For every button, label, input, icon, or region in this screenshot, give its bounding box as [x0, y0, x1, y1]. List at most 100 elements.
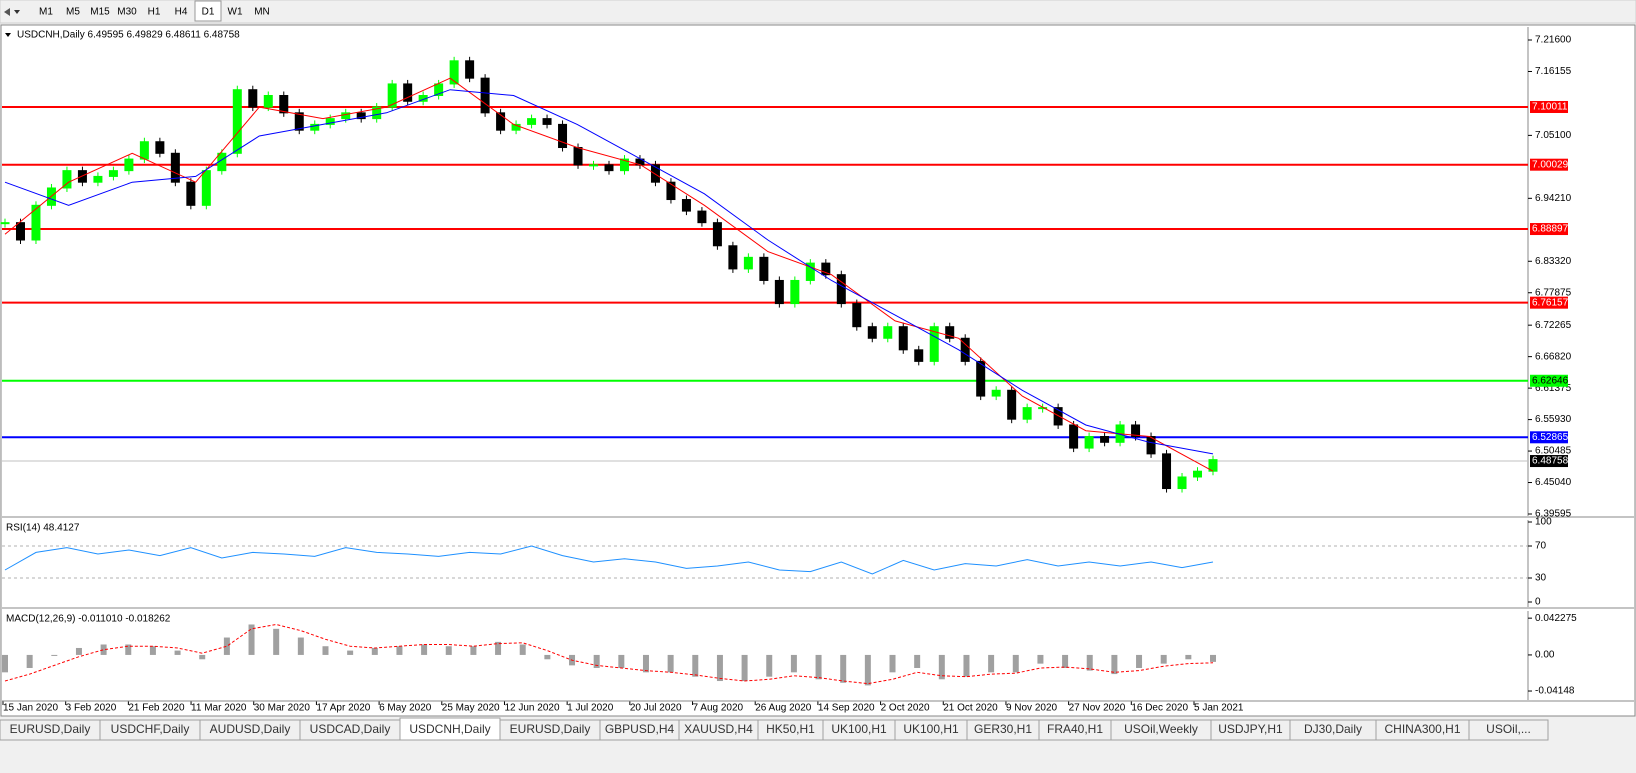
- candle: [170, 152, 180, 183]
- candle: [1208, 459, 1218, 472]
- y-tick-label: -0.04148: [1535, 686, 1575, 697]
- chart-window: [0, 24, 1636, 717]
- candle: [867, 326, 877, 339]
- candle: [542, 118, 552, 125]
- timeframe-button[interactable]: D1: [202, 7, 215, 18]
- macd-bar: [273, 628, 280, 655]
- candle: [589, 164, 599, 167]
- tab-label[interactable]: USDCNH,Daily: [409, 722, 490, 736]
- tab-label[interactable]: USDCHF,Daily: [111, 722, 190, 736]
- x-tick-label: 12 Jun 2020: [504, 703, 559, 714]
- level-label: 6.88897: [1532, 224, 1569, 235]
- candle: [480, 77, 490, 114]
- timeframe-button[interactable]: H1: [148, 7, 161, 18]
- candle: [759, 256, 769, 281]
- x-tick-label: 9 Nov 2020: [1006, 703, 1058, 714]
- level-label: 7.10011: [1532, 102, 1568, 113]
- candle: [1053, 407, 1063, 426]
- macd-bar: [248, 624, 255, 655]
- macd-bar: [396, 646, 403, 655]
- level-label: 6.76157: [1532, 297, 1569, 308]
- tab-label[interactable]: USDCAD,Daily: [310, 722, 391, 736]
- macd-bar: [297, 637, 304, 655]
- timeframe-button[interactable]: M1: [39, 7, 53, 18]
- y-tick-label: 6.77875: [1535, 287, 1572, 298]
- macd-bar: [1136, 654, 1143, 668]
- timeframe-active-bg: [194, 0, 222, 22]
- candle: [1193, 470, 1203, 478]
- tab-label[interactable]: USDJPY,H1: [1218, 722, 1283, 736]
- tool-icon[interactable]: [4, 8, 10, 16]
- macd-bar: [470, 646, 477, 655]
- tab-label[interactable]: XAUUSD,H4: [684, 722, 753, 736]
- candle: [31, 204, 41, 241]
- y-tick-label: 70: [1535, 541, 1547, 552]
- macd-bar: [322, 646, 329, 655]
- tab-label[interactable]: EURUSD,Daily: [510, 722, 591, 736]
- y-tick-label: 0.042275: [1535, 613, 1577, 624]
- y-tick-label: 6.94210: [1535, 193, 1572, 204]
- candle: [836, 274, 846, 305]
- candle: [356, 112, 366, 120]
- macd-bar: [840, 654, 847, 683]
- x-tick-label: 25 May 2020: [442, 703, 500, 714]
- collapse-icon[interactable]: [5, 33, 11, 37]
- tab-label[interactable]: FRA40,H1: [1047, 722, 1103, 736]
- y-tick-label: 7.21600: [1535, 35, 1572, 46]
- tab-label[interactable]: EURUSD,Daily: [10, 722, 91, 736]
- timeframe-button[interactable]: W1: [228, 7, 243, 18]
- tab-label[interactable]: USOil,Weekly: [1124, 722, 1198, 736]
- x-tick-label: 14 Sep 2020: [818, 703, 875, 714]
- tab-label[interactable]: GBPUSD,H4: [605, 722, 675, 736]
- timeframe-button[interactable]: M5: [66, 7, 80, 18]
- candle: [558, 123, 568, 149]
- macd-bar: [445, 646, 452, 655]
- tab-label[interactable]: AUDUSD,Daily: [210, 722, 291, 736]
- candle: [821, 262, 831, 276]
- tab-label[interactable]: UK100,H1: [831, 722, 887, 736]
- candle: [403, 83, 413, 102]
- y-tick-label: 100: [1535, 517, 1552, 528]
- candle: [619, 158, 629, 172]
- candle: [1007, 389, 1017, 420]
- timeframe-button[interactable]: M30: [117, 7, 137, 18]
- timeframe-button[interactable]: H4: [175, 7, 188, 18]
- macd-bar: [223, 637, 230, 655]
- y-tick-label: 6.83320: [1535, 256, 1572, 267]
- macd-bar: [1210, 654, 1216, 662]
- level-label-bg: [1530, 296, 1568, 309]
- tab-label[interactable]: CHINA300,H1: [1384, 722, 1460, 736]
- candle: [1162, 453, 1172, 490]
- x-tick-label: 7 Aug 2020: [693, 703, 744, 714]
- panel-title: MACD(12,26,9) -0.011010 -0.018262: [6, 614, 171, 625]
- macd-bar: [347, 650, 354, 655]
- macd-bar: [495, 641, 502, 655]
- macd-bar: [371, 647, 378, 655]
- tab-label[interactable]: HK50,H1: [766, 722, 815, 736]
- candle: [1177, 476, 1187, 490]
- tab-label[interactable]: GER30,H1: [974, 722, 1032, 736]
- candle: [372, 106, 382, 120]
- dropdown-icon[interactable]: [14, 10, 20, 14]
- candle: [852, 303, 862, 328]
- tab-label[interactable]: UK100,H1: [903, 722, 959, 736]
- y-tick-label: 6.72265: [1535, 320, 1572, 331]
- tab[interactable]: [1468, 719, 1549, 741]
- macd-bar: [889, 654, 896, 673]
- level-label-bg: [1530, 455, 1568, 468]
- macd-bar: [1062, 654, 1069, 668]
- x-tick-label: 21 Oct 2020: [943, 703, 998, 714]
- tab-label[interactable]: DJ30,Daily: [1304, 722, 1362, 736]
- candle: [93, 175, 103, 183]
- macd-bar: [790, 654, 797, 673]
- candle: [1146, 436, 1156, 455]
- y-tick-label: 6.61375: [1535, 383, 1572, 394]
- tab-label[interactable]: USOil,...: [1486, 722, 1531, 736]
- macd-bar: [864, 654, 871, 686]
- macd-bar: [593, 654, 600, 668]
- timeframe-button[interactable]: M15: [90, 7, 110, 18]
- timeframe-button[interactable]: MN: [254, 7, 270, 18]
- macd-bar: [963, 654, 970, 677]
